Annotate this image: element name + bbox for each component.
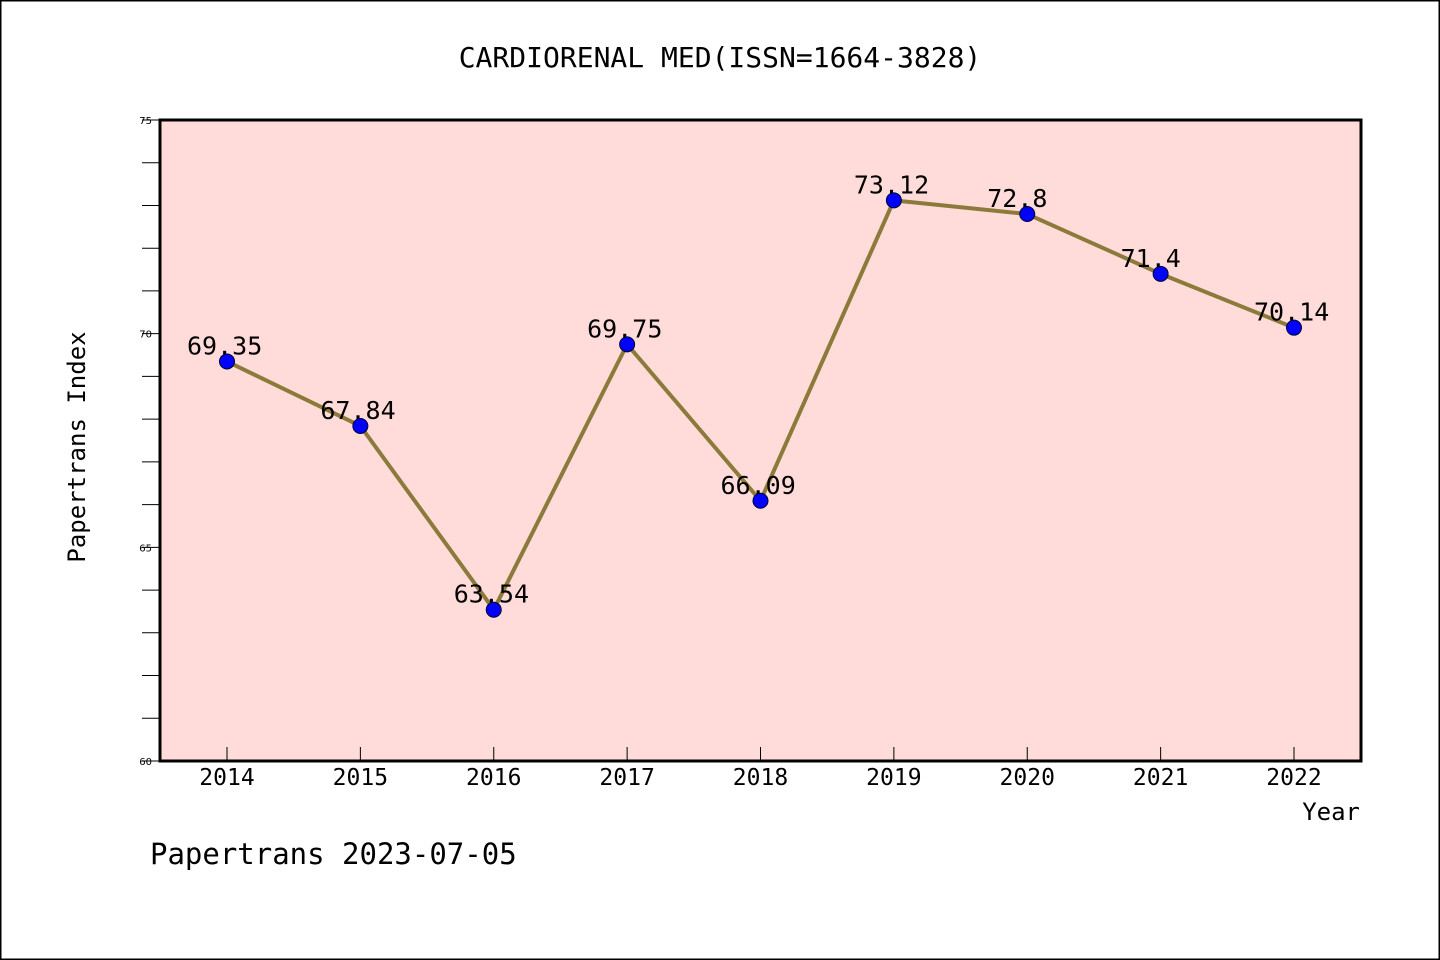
data-label: 73.12 — [854, 170, 929, 199]
plot-area — [160, 120, 1361, 761]
data-label: 70.14 — [1254, 298, 1329, 327]
y-tick-label: 60 — [139, 757, 152, 768]
data-label: 69.35 — [187, 331, 262, 360]
data-label: 66.09 — [721, 471, 796, 500]
data-point — [619, 336, 636, 353]
y-tick-label: 70 — [139, 330, 152, 341]
data-label: 72.8 — [987, 184, 1047, 213]
y-tick-label: 65 — [139, 543, 152, 554]
data-label: 63.54 — [454, 580, 529, 609]
data-point — [485, 601, 502, 618]
series-layer — [219, 192, 1302, 618]
x-tick-label: 2022 — [1266, 765, 1321, 791]
chart-title: CARDIORENAL MED(ISSN=1664-3828) — [459, 41, 982, 74]
x-axis-label: Year — [1302, 798, 1360, 826]
x-tick-label: 2018 — [733, 765, 788, 791]
y-axis: 60 65 70 75 — [139, 116, 160, 768]
data-label-layer: 69.35 67.84 63.54 69.75 66.09 73.12 72.8 71.4 70… — [187, 170, 1329, 608]
data-point — [1152, 265, 1169, 282]
data-point — [752, 492, 769, 509]
x-tick-label: 2015 — [333, 765, 388, 791]
data-point — [1286, 319, 1302, 336]
data-point — [352, 417, 369, 434]
plot-border — [158, 118, 1363, 763]
footer-stamp: Papertrans 2023-07-05 — [150, 837, 517, 871]
x-tick-label: 2014 — [199, 765, 254, 791]
data-point — [885, 192, 902, 209]
data-point — [219, 353, 235, 370]
x-axis: 2014 2015 2016 2017 2018 2019 2020 2021 2022 — [199, 747, 1322, 791]
x-tick-label: 2017 — [599, 765, 654, 791]
data-point — [1019, 206, 1036, 223]
y-axis-label: Papertrans Index — [63, 331, 91, 562]
x-tick-label: 2016 — [466, 765, 521, 791]
x-tick-label: 2021 — [1133, 765, 1188, 791]
data-label: 69.75 — [587, 314, 662, 343]
y-tick-label: 75 — [139, 116, 152, 127]
data-label: 71.4 — [1121, 244, 1181, 273]
x-tick-label: 2019 — [866, 765, 921, 791]
x-tick-label: 2020 — [1000, 765, 1055, 791]
data-label: 67.84 — [320, 396, 395, 425]
